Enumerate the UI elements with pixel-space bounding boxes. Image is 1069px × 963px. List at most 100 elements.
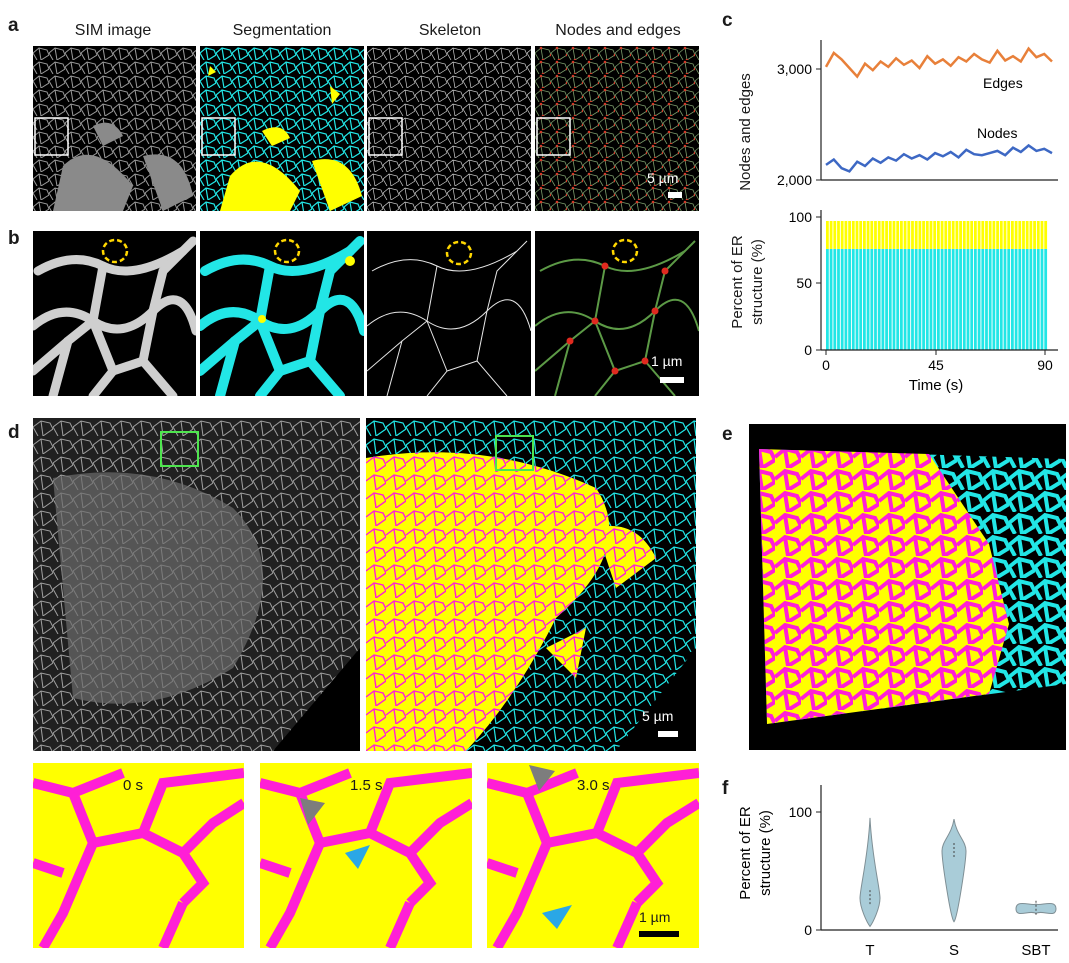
bar-yellow-46 [996, 220, 999, 249]
panel-label-d: d [8, 422, 20, 443]
bar-yellow-14 [877, 220, 881, 249]
bar-yellow-39 [970, 220, 974, 249]
col-title-nodes-edges: Nodes and edges [555, 22, 681, 39]
time-label-1: 1.5 s [350, 777, 383, 794]
skeleton-zoom-image [367, 240, 531, 396]
bar-tick-50: 50 [796, 275, 812, 291]
bar-yellow-18 [892, 220, 896, 249]
violin-category-S: S [949, 942, 959, 959]
bar-yellow-53 [1022, 220, 1025, 249]
bar-yellow-9 [859, 220, 863, 249]
panel-label-c: c [722, 10, 733, 31]
skeleton-image [367, 46, 531, 211]
bar-cyan-47 [999, 248, 1003, 350]
violin-tick-100: 100 [789, 804, 813, 820]
bar-yellow-31 [940, 220, 944, 249]
bar-yellow-35 [955, 220, 959, 249]
bar-yellow-47 [999, 220, 1003, 249]
col-title-segmentation: Segmentation [232, 22, 332, 39]
stacked-bars [826, 220, 1048, 350]
bar-yellow-21 [903, 220, 907, 249]
bar-yellow-11 [866, 220, 870, 249]
violin-S [941, 819, 967, 923]
bar-yellow-48 [1003, 220, 1007, 249]
bar-yellow-44 [988, 220, 992, 249]
bar-yellow-34 [951, 220, 955, 249]
bar-yellow-1 [829, 220, 833, 249]
bar-yellow-40 [974, 220, 977, 249]
bar-yellow-27 [925, 220, 929, 249]
bar-cyan-54 [1025, 248, 1029, 350]
bar-cyan-3 [837, 248, 840, 350]
bar-yellow-49 [1007, 220, 1011, 249]
bar-cyan-48 [1003, 248, 1007, 350]
bar-cyan-59 [1044, 248, 1048, 350]
bar-cyan-8 [855, 248, 859, 350]
bar-cyan-16 [885, 248, 888, 350]
time-frame-0: 0 s [33, 763, 244, 948]
bar-cyan-41 [977, 248, 981, 350]
bar-yellow-38 [966, 220, 970, 249]
bar-yellow-5 [844, 220, 848, 249]
bar-yellow-36 [959, 220, 962, 249]
bar-cyan-2 [833, 248, 837, 350]
bar-cyan-23 [911, 248, 914, 350]
bar-cyan-7 [851, 248, 855, 350]
violin-tick-0: 0 [804, 922, 812, 938]
bar-cyan-55 [1029, 248, 1033, 350]
sim-zoom-image [33, 236, 196, 396]
blue-arrow-2 [542, 905, 572, 929]
bar-cyan-44 [988, 248, 992, 350]
bar-yellow-32 [944, 220, 948, 249]
3d-render-image [759, 449, 1066, 724]
gray-arrow-2 [529, 765, 555, 791]
bar-cyan-31 [940, 248, 944, 350]
sim-image-panel [33, 46, 196, 211]
bar-cyan-22 [907, 248, 911, 350]
violin-ylabel-line2: structure (%) [757, 810, 774, 896]
line-chart-ylabel: Nodes and edges [737, 73, 754, 191]
segmentation-image [200, 46, 364, 211]
bar-chart-ylabel-line1: Percent of ER [729, 235, 746, 329]
bar-cyan-37 [962, 248, 966, 350]
panel-label-f: f [722, 778, 729, 799]
bar-yellow-4 [840, 220, 844, 249]
bar-yellow-26 [922, 220, 925, 249]
nodes-edges-zoom-panel: 1 µm [535, 231, 699, 396]
bar-cyan-45 [992, 248, 996, 350]
bar-yellow-7 [851, 220, 855, 249]
bar-cyan-38 [966, 248, 970, 350]
bar-yellow-13 [874, 220, 877, 249]
bar-cyan-33 [948, 248, 951, 350]
bar-yellow-19 [896, 220, 900, 249]
sim-zoom-panel [33, 231, 196, 396]
skeleton-zoom-panel [367, 231, 531, 396]
time-frame-2: 3.0 s 1 µm [487, 763, 699, 948]
bar-cyan-40 [974, 248, 977, 350]
scale-bar-b [660, 377, 684, 383]
bar-cyan-49 [1007, 248, 1011, 350]
scale-bar-d-bottom [639, 931, 679, 937]
bar-cyan-14 [877, 248, 881, 350]
panel-e-3d-render [749, 424, 1066, 750]
bar-yellow-8 [855, 220, 859, 249]
scale-label-d: 5 µm [642, 708, 674, 724]
panel-label-a: a [8, 15, 19, 36]
col-title-skeleton: Skeleton [418, 22, 482, 39]
sim-large-image [33, 418, 360, 751]
bar-cyan-43 [985, 248, 988, 350]
gray-arrow-1 [300, 798, 325, 825]
bar-yellow-6 [848, 220, 851, 249]
time-frame-2-image [487, 763, 699, 948]
bar-yellow-55 [1029, 220, 1033, 249]
segmentation-panel [200, 46, 364, 211]
bar-yellow-17 [888, 220, 892, 249]
bar-yellow-33 [948, 220, 951, 249]
scale-bar-d [658, 731, 678, 737]
bar-cyan-51 [1014, 248, 1018, 350]
violin-category-T: T [865, 942, 874, 959]
bar-xtick-45: 45 [928, 357, 944, 373]
bar-chart-xlabel: Time (s) [909, 377, 963, 394]
bar-yellow-57 [1036, 220, 1040, 249]
bar-yellow-29 [933, 220, 937, 249]
